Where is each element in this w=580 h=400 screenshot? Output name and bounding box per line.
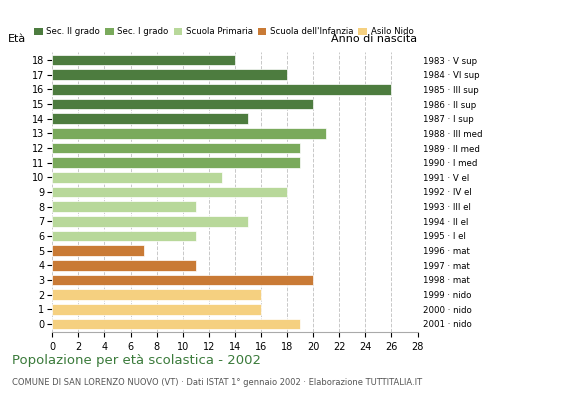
Text: Popolazione per età scolastica - 2002: Popolazione per età scolastica - 2002 [12,354,260,367]
Legend: Sec. II grado, Sec. I grado, Scuola Primaria, Scuola dell'Infanzia, Asilo Nido: Sec. II grado, Sec. I grado, Scuola Prim… [34,28,414,36]
Bar [52,275,313,285]
Bar [52,289,261,300]
Bar [52,55,235,65]
Bar [52,128,326,139]
Bar [52,172,222,183]
Bar [52,70,287,80]
Bar [52,260,195,270]
Bar [52,84,392,95]
Bar [52,304,261,314]
Bar [52,245,143,256]
Bar [52,158,300,168]
Bar [52,319,300,329]
Bar [52,99,313,109]
Text: Età: Età [8,34,27,44]
Text: Anno di nascita: Anno di nascita [332,34,418,44]
Bar [52,143,300,153]
Bar [52,216,248,226]
Bar [52,231,195,241]
Bar [52,114,248,124]
Bar [52,201,195,212]
Bar [52,187,287,197]
Text: COMUNE DI SAN LORENZO NUOVO (VT) · Dati ISTAT 1° gennaio 2002 · Elaborazione TUT: COMUNE DI SAN LORENZO NUOVO (VT) · Dati … [12,378,422,387]
